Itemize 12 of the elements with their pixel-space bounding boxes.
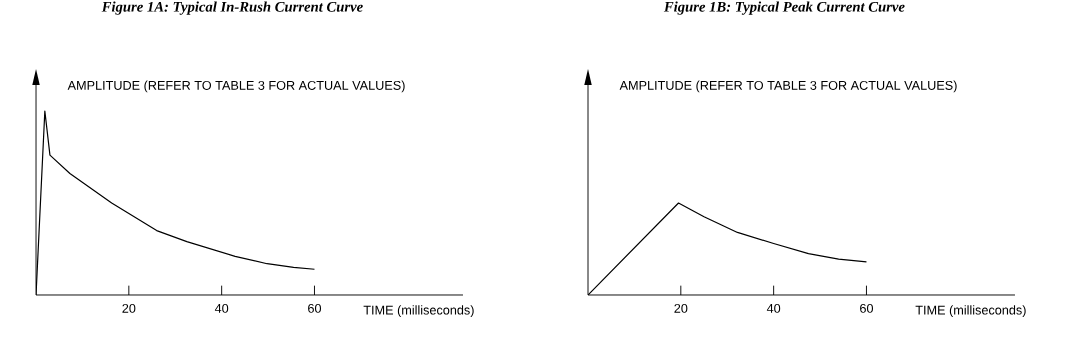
x-tick-label: 60 <box>308 303 322 313</box>
chart-title: Figure 1A: Typical In-Rush Current Curve <box>101 1 363 15</box>
x-tick-label: 20 <box>122 303 136 313</box>
x-tick-label: 40 <box>766 303 781 313</box>
x-tick-label: 20 <box>674 303 688 313</box>
y-axis-title: AMPLITUDE (REFER TO TABLE 3 FOR ACTUAL VALUES) <box>67 80 405 93</box>
x-tick-label: 60 <box>860 303 874 313</box>
x-axis-title: TIME (milliseconds) <box>915 305 1026 318</box>
x-tick-label: 40 <box>214 303 229 313</box>
y-axis-title: AMPLITUDE (REFER TO TABLE 3 FOR ACTUAL VALUES) <box>619 80 957 93</box>
x-axis-title: TIME (milliseconds) <box>363 305 474 318</box>
chart-title: Figure 1B: Typical Peak Current Curve <box>663 1 905 15</box>
